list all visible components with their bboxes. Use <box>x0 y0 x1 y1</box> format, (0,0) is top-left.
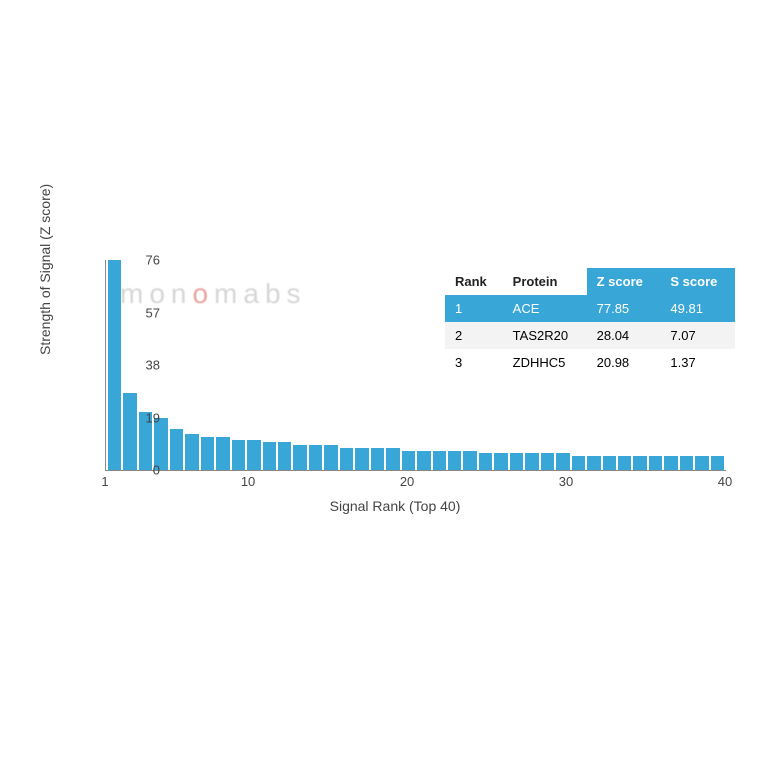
bar <box>185 434 198 470</box>
x-tick-label: 10 <box>241 474 255 489</box>
table-cell: ZDHHC5 <box>503 349 587 376</box>
table-cell: 77.85 <box>587 295 661 322</box>
bar <box>525 453 538 470</box>
x-tick-label: 1 <box>101 474 108 489</box>
col-zscore: Z score <box>587 268 661 295</box>
bar <box>386 448 399 470</box>
col-protein: Protein <box>503 268 587 295</box>
bar <box>216 437 229 470</box>
bar <box>556 453 569 470</box>
bar <box>433 451 446 470</box>
y-tick-label: 57 <box>120 305 160 320</box>
bar <box>664 456 677 470</box>
bar <box>371 448 384 470</box>
x-tick-label: 40 <box>718 474 732 489</box>
y-tick-label: 19 <box>120 410 160 425</box>
bar <box>247 440 260 470</box>
bar <box>263 442 276 470</box>
bar <box>633 456 646 470</box>
bar <box>587 456 600 470</box>
bar <box>355 448 368 470</box>
bar <box>463 451 476 470</box>
table-cell: TAS2R20 <box>503 322 587 349</box>
canvas: monomabs Strength of Signal (Z score) 01… <box>0 0 764 764</box>
table-cell: 1.37 <box>660 349 735 376</box>
bar <box>448 451 461 470</box>
table-cell: ACE <box>503 295 587 322</box>
table-row: 3ZDHHC520.981.37 <box>445 349 735 376</box>
bar <box>494 453 507 470</box>
table-cell: 20.98 <box>587 349 661 376</box>
table-row: 2TAS2R2028.047.07 <box>445 322 735 349</box>
x-tick-label: 30 <box>559 474 573 489</box>
bar <box>510 453 523 470</box>
bar <box>293 445 306 470</box>
table-cell: 3 <box>445 349 503 376</box>
y-tick-label: 76 <box>120 253 160 268</box>
bar <box>232 440 245 470</box>
bar <box>201 437 214 470</box>
col-rank: Rank <box>445 268 503 295</box>
x-axis-label: Signal Rank (Top 40) <box>330 498 461 514</box>
y-tick-label: 38 <box>120 358 160 373</box>
table-cell: 49.81 <box>660 295 735 322</box>
y-axis-label: Strength of Signal (Z score) <box>37 184 53 355</box>
bar <box>479 453 492 470</box>
bar <box>340 448 353 470</box>
col-sscore: S score <box>660 268 735 295</box>
table-cell: 2 <box>445 322 503 349</box>
table-body: 1ACE77.8549.812TAS2R2028.047.073ZDHHC520… <box>445 295 735 376</box>
ranking-table: Rank Protein Z score S score 1ACE77.8549… <box>445 268 735 376</box>
x-tick-label: 20 <box>400 474 414 489</box>
bar <box>541 453 554 470</box>
bar <box>711 456 724 470</box>
bar <box>402 451 415 470</box>
table-row: 1ACE77.8549.81 <box>445 295 735 322</box>
bar <box>680 456 693 470</box>
bar <box>649 456 662 470</box>
bar <box>278 442 291 470</box>
bar <box>618 456 631 470</box>
bar <box>572 456 585 470</box>
bar <box>417 451 430 470</box>
y-tick-label: 0 <box>120 463 160 478</box>
table-cell: 7.07 <box>660 322 735 349</box>
bar <box>695 456 708 470</box>
bar <box>123 393 136 470</box>
bar <box>603 456 616 470</box>
bar <box>324 445 337 470</box>
table-cell: 28.04 <box>587 322 661 349</box>
table-cell: 1 <box>445 295 503 322</box>
table-header-row: Rank Protein Z score S score <box>445 268 735 295</box>
bar <box>170 429 183 470</box>
bar <box>309 445 322 470</box>
